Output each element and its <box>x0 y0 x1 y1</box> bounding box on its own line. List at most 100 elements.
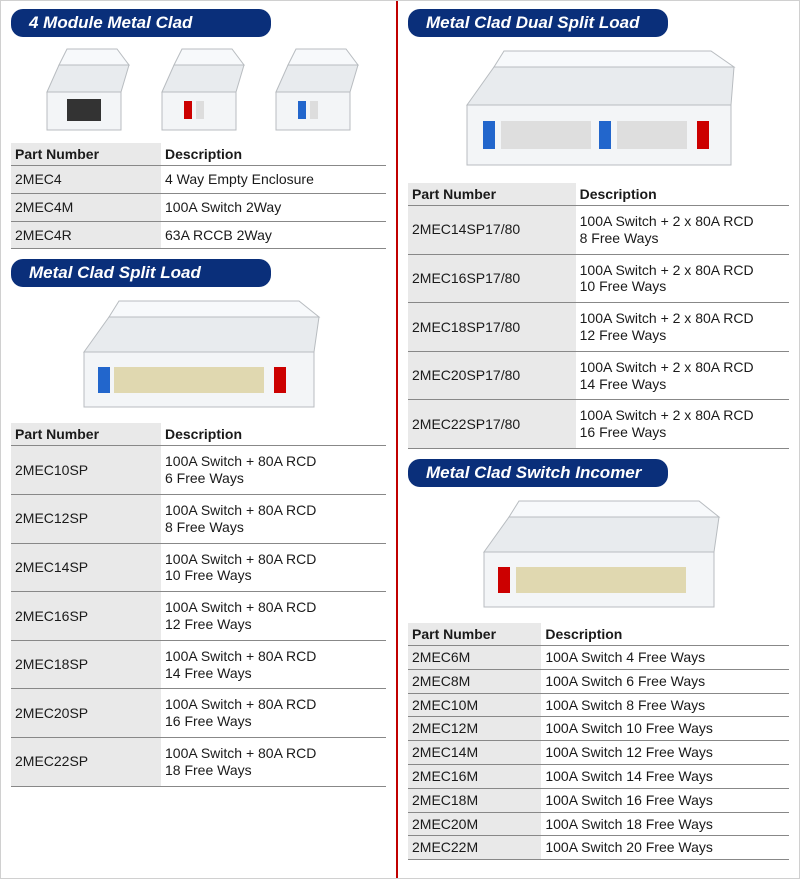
cell-part-number: 2MEC22SP17/80 <box>408 400 576 449</box>
section-dual-split-load: Metal Clad Dual Split Load <box>408 9 789 449</box>
cell-description: 100A Switch 14 Free Ways <box>541 764 789 788</box>
section-split-load: Metal Clad Split Load Part Number <box>11 259 386 786</box>
cell-part-number: 2MEC10M <box>408 693 541 717</box>
table-body: 2MEC10SP100A Switch + 80A RCD6 Free Ways… <box>11 446 386 786</box>
product-image-row <box>408 487 789 623</box>
cell-description: 100A Switch + 2 x 80A RCD16 Free Ways <box>576 400 789 449</box>
table-row: 2MEC4M100A Switch 2Way <box>11 193 386 221</box>
table-row: 2MEC20M100A Switch 18 Free Ways <box>408 812 789 836</box>
table-row: 2MEC14M100A Switch 12 Free Ways <box>408 741 789 765</box>
cell-part-number: 2MEC22SP <box>11 737 161 786</box>
spec-table: Part Number Description 2MEC6M100A Switc… <box>408 623 789 860</box>
table-row: 2MEC10SP100A Switch + 80A RCD6 Free Ways <box>11 446 386 495</box>
cell-part-number: 2MEC14SP <box>11 543 161 592</box>
section-header: 4 Module Metal Clad <box>11 9 271 37</box>
table-row: 2MEC22SP17/80100A Switch + 2 x 80A RCD16… <box>408 400 789 449</box>
table-row: 2MEC12SP100A Switch + 80A RCD8 Free Ways <box>11 494 386 543</box>
cell-part-number: 2MEC8M <box>408 669 541 693</box>
catalog-page: 4 Module Metal Clad <box>0 0 800 879</box>
cell-description: 100A Switch + 80A RCD16 Free Ways <box>161 689 386 738</box>
section-4-module: 4 Module Metal Clad <box>11 9 386 249</box>
product-image-row <box>11 37 386 143</box>
cell-description: 100A Switch + 80A RCD18 Free Ways <box>161 737 386 786</box>
cell-description: 4 Way Empty Enclosure <box>161 166 386 194</box>
table-row: 2MEC16M100A Switch 14 Free Ways <box>408 764 789 788</box>
table-row: 2MEC18SP100A Switch + 80A RCD14 Free Way… <box>11 640 386 689</box>
table-row: 2MEC12M100A Switch 10 Free Ways <box>408 717 789 741</box>
product-image-icon <box>464 497 734 617</box>
col-part-number: Part Number <box>408 623 541 646</box>
cell-part-number: 2MEC18SP <box>11 640 161 689</box>
spec-table: Part Number Description 2MEC44 Way Empty… <box>11 143 386 249</box>
table-row: 2MEC14SP17/80100A Switch + 2 x 80A RCD8 … <box>408 206 789 255</box>
cell-part-number: 2MEC10SP <box>11 446 161 495</box>
cell-description: 100A Switch 16 Free Ways <box>541 788 789 812</box>
cell-part-number: 2MEC16M <box>408 764 541 788</box>
cell-part-number: 2MEC20SP17/80 <box>408 351 576 400</box>
product-image-row <box>11 287 386 423</box>
product-image-row <box>408 37 789 183</box>
cell-description: 100A Switch 20 Free Ways <box>541 836 789 860</box>
table-row: 2MEC44 Way Empty Enclosure <box>11 166 386 194</box>
cell-part-number: 2MEC6M <box>408 645 541 669</box>
cell-part-number: 2MEC16SP17/80 <box>408 254 576 303</box>
table-row: 2MEC20SP100A Switch + 80A RCD16 Free Way… <box>11 689 386 738</box>
col-part-number: Part Number <box>408 183 576 206</box>
section-header: Metal Clad Split Load <box>11 259 271 287</box>
cell-description: 100A Switch + 2 x 80A RCD12 Free Ways <box>576 303 789 352</box>
cell-part-number: 2MEC4 <box>11 166 161 194</box>
col-description: Description <box>541 623 789 646</box>
table-row: 2MEC6M100A Switch 4 Free Ways <box>408 645 789 669</box>
cell-description: 100A Switch + 80A RCD10 Free Ways <box>161 543 386 592</box>
cell-description: 100A Switch 12 Free Ways <box>541 741 789 765</box>
table-row: 2MEC18SP17/80100A Switch + 2 x 80A RCD12… <box>408 303 789 352</box>
section-header: Metal Clad Dual Split Load <box>408 9 668 37</box>
section-switch-incomer: Metal Clad Switch Incomer Part Number De… <box>408 459 789 860</box>
col-part-number: Part Number <box>11 423 161 446</box>
table-row: 2MEC22M100A Switch 20 Free Ways <box>408 836 789 860</box>
product-image-icon <box>64 297 334 417</box>
table-body: 2MEC14SP17/80100A Switch + 2 x 80A RCD8 … <box>408 206 789 449</box>
table-row: 2MEC4R63A RCCB 2Way <box>11 221 386 249</box>
spec-table: Part Number Description 2MEC14SP17/80100… <box>408 183 789 449</box>
cell-description: 100A Switch 8 Free Ways <box>541 693 789 717</box>
cell-part-number: 2MEC4R <box>11 221 161 249</box>
cell-description: 100A Switch + 80A RCD6 Free Ways <box>161 446 386 495</box>
col-description: Description <box>161 423 386 446</box>
col-part-number: Part Number <box>11 143 161 166</box>
right-column: Metal Clad Dual Split Load <box>396 1 799 878</box>
table-row: 2MEC16SP17/80100A Switch + 2 x 80A RCD10… <box>408 254 789 303</box>
cell-part-number: 2MEC22M <box>408 836 541 860</box>
table-row: 2MEC22SP100A Switch + 80A RCD18 Free Way… <box>11 737 386 786</box>
product-image-icon <box>144 47 254 137</box>
spec-table: Part Number Description 2MEC10SP100A Swi… <box>11 423 386 786</box>
left-column: 4 Module Metal Clad <box>1 1 396 878</box>
cell-description: 100A Switch 18 Free Ways <box>541 812 789 836</box>
cell-part-number: 2MEC12SP <box>11 494 161 543</box>
cell-description: 63A RCCB 2Way <box>161 221 386 249</box>
table-row: 2MEC8M100A Switch 6 Free Ways <box>408 669 789 693</box>
table-body: 2MEC44 Way Empty Enclosure2MEC4M100A Swi… <box>11 166 386 249</box>
cell-part-number: 2MEC20M <box>408 812 541 836</box>
cell-part-number: 2MEC4M <box>11 193 161 221</box>
cell-part-number: 2MEC20SP <box>11 689 161 738</box>
table-row: 2MEC16SP100A Switch + 80A RCD12 Free Way… <box>11 592 386 641</box>
cell-description: 100A Switch + 2 x 80A RCD10 Free Ways <box>576 254 789 303</box>
cell-description: 100A Switch 10 Free Ways <box>541 717 789 741</box>
table-body: 2MEC6M100A Switch 4 Free Ways2MEC8M100A … <box>408 645 789 859</box>
table-row: 2MEC14SP100A Switch + 80A RCD10 Free Way… <box>11 543 386 592</box>
product-image-icon <box>258 47 368 137</box>
col-description: Description <box>161 143 386 166</box>
cell-part-number: 2MEC16SP <box>11 592 161 641</box>
col-description: Description <box>576 183 789 206</box>
cell-part-number: 2MEC18SP17/80 <box>408 303 576 352</box>
product-image-icon <box>449 47 749 177</box>
product-image-icon <box>29 47 139 137</box>
cell-description: 100A Switch 4 Free Ways <box>541 645 789 669</box>
table-row: 2MEC20SP17/80100A Switch + 2 x 80A RCD14… <box>408 351 789 400</box>
cell-description: 100A Switch + 80A RCD14 Free Ways <box>161 640 386 689</box>
cell-part-number: 2MEC14M <box>408 741 541 765</box>
cell-description: 100A Switch + 2 x 80A RCD14 Free Ways <box>576 351 789 400</box>
table-row: 2MEC18M100A Switch 16 Free Ways <box>408 788 789 812</box>
cell-description: 100A Switch 2Way <box>161 193 386 221</box>
